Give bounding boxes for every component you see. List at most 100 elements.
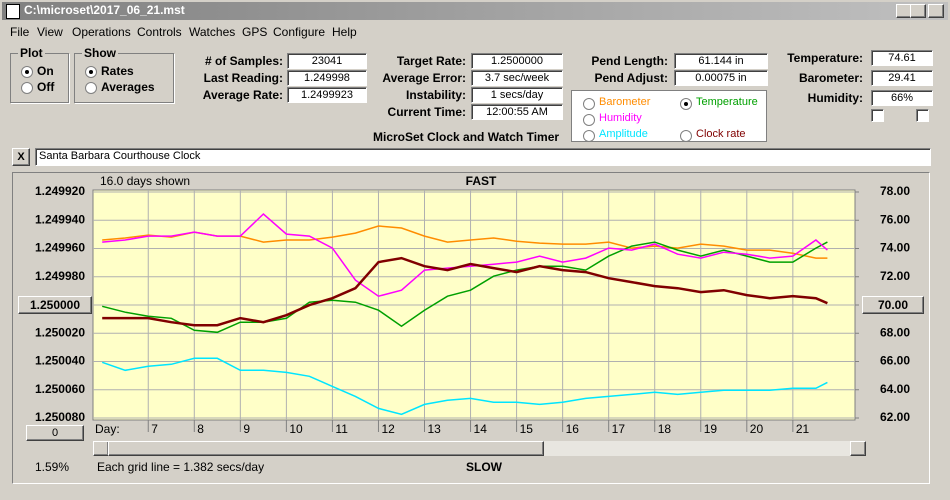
menu-item[interactable]: Operations	[72, 25, 131, 39]
chart-frame	[12, 172, 930, 484]
x-tick-label: 12	[381, 422, 395, 436]
field-label: Barometer:	[798, 71, 863, 85]
x-tick-label: 14	[474, 422, 488, 436]
grid-note: Each grid line = 1.382 secs/day	[97, 460, 264, 474]
app-title: MicroSet Clock and Watch Timer	[373, 130, 560, 144]
legend-label[interactable]: Clock rate	[696, 128, 746, 140]
sensor-panel	[571, 90, 767, 142]
close-button[interactable]	[928, 4, 944, 18]
group-title: Show	[82, 46, 118, 60]
chart-title: FAST	[466, 174, 497, 188]
radio-label[interactable]: Averages	[101, 80, 155, 94]
y2-tick-label: 74.00	[880, 241, 910, 255]
x-tick-label: 21	[796, 422, 810, 436]
x-tick-label: 9	[243, 422, 250, 436]
scroll-reset-button[interactable]: 0	[26, 425, 84, 441]
x-tick-label: 10	[289, 422, 303, 436]
field-label: Target Rate:	[396, 54, 466, 68]
check-box[interactable]	[916, 109, 929, 122]
window-title: C:\microset\2017_06_21.mst	[24, 3, 185, 17]
sensor-radio[interactable]	[583, 114, 595, 126]
x-tick-label: 13	[428, 422, 442, 436]
field-value: 29.41	[871, 70, 933, 86]
sensor-radio[interactable]	[583, 98, 595, 110]
radio-label[interactable]: Off	[37, 80, 55, 94]
sensor-radio[interactable]	[680, 130, 692, 142]
field-label: Pend Adjust:	[594, 71, 668, 85]
field-value: 66%	[871, 90, 933, 106]
x-tick-label: 8	[197, 422, 204, 436]
field-value: 12:00:55 AM	[471, 104, 563, 120]
maximize-button[interactable]	[910, 4, 926, 18]
legend-label[interactable]: Barometer	[599, 96, 651, 108]
center-button[interactable]: 70.00	[862, 296, 924, 314]
menu-item[interactable]: GPS	[242, 25, 268, 39]
y2-tick-label: 78.00	[880, 184, 910, 198]
field-label: Average Error:	[382, 71, 466, 85]
y-tick-label: 1.249960	[35, 241, 85, 255]
field-value: 1.249998	[287, 70, 367, 86]
menu-item[interactable]: File	[10, 25, 30, 39]
menu-item[interactable]: Watches	[189, 25, 236, 39]
field-value: 74.61	[871, 50, 933, 66]
sensor-radio[interactable]	[583, 130, 595, 142]
y2-tick-label: 72.00	[880, 269, 910, 283]
clock-name: Santa Barbara Courthouse Clock	[35, 148, 931, 166]
title-bar	[2, 2, 948, 20]
field-value: 23041	[287, 53, 367, 69]
field-label: # of Samples:	[204, 54, 283, 68]
x-axis-label: Day:	[95, 422, 120, 436]
radio-button[interactable]	[85, 66, 97, 78]
y-tick-label: 1.250040	[35, 354, 85, 368]
radio-button[interactable]	[85, 82, 97, 94]
scroll-left[interactable]	[93, 441, 109, 456]
field-label: Last Reading:	[203, 71, 283, 85]
y-tick-label: 1.250080	[35, 410, 85, 424]
y-tick-label: 1.249920	[35, 184, 85, 198]
radio-button[interactable]	[21, 82, 33, 94]
radio-button[interactable]	[21, 66, 33, 78]
field-value: 1.2499923	[287, 87, 367, 103]
field-label: Pend Length:	[591, 54, 668, 68]
x-tick-label: 16	[566, 422, 580, 436]
x-tick-label: 20	[750, 422, 764, 436]
group-box	[74, 53, 174, 103]
days-shown: 16.0 days shown	[100, 174, 190, 188]
field-label: Average Rate:	[202, 88, 283, 102]
field-value: 1 secs/day	[471, 87, 563, 103]
x-tick-label: 15	[520, 422, 534, 436]
menu-item[interactable]: Controls	[137, 25, 182, 39]
menu-item[interactable]: Help	[332, 25, 357, 39]
percent: 1.59%	[35, 460, 69, 474]
x-tick-label: 11	[335, 422, 348, 436]
field-value: 0.00075 in	[674, 70, 768, 86]
close-chart-button[interactable]: X	[12, 148, 30, 166]
legend-label[interactable]: Amplitude	[599, 128, 648, 140]
y2-tick-label: 62.00	[880, 410, 910, 424]
legend-label[interactable]: Humidity	[599, 112, 642, 124]
y-tick-label: 1.250020	[35, 325, 85, 339]
menu-item[interactable]: View	[37, 25, 63, 39]
field-label: Humidity:	[807, 91, 863, 105]
scroll-right[interactable]	[850, 441, 866, 456]
menu-item[interactable]: Configure	[273, 25, 326, 39]
radio-label[interactable]: On	[37, 64, 54, 78]
legend-label[interactable]: Temperature	[696, 96, 758, 108]
y-tick-label: 1.250060	[35, 382, 85, 396]
x-tick-label: 19	[704, 422, 718, 436]
center-button[interactable]: 1.250000	[18, 296, 92, 314]
radio-label[interactable]: Rates	[101, 64, 134, 78]
field-label: Current Time:	[387, 105, 466, 119]
series-line	[102, 256, 828, 327]
sensor-radio[interactable]	[680, 98, 692, 110]
check-box[interactable]	[871, 109, 884, 122]
y2-tick-label: 64.00	[880, 382, 910, 396]
group-title: Plot	[18, 46, 45, 60]
y2-tick-label: 68.00	[880, 325, 910, 339]
scroll-thumb[interactable]	[108, 441, 544, 456]
field-label: Instability:	[405, 88, 466, 102]
field-value: 61.144 in	[674, 53, 768, 69]
chart-bottom-title: SLOW	[466, 460, 503, 474]
